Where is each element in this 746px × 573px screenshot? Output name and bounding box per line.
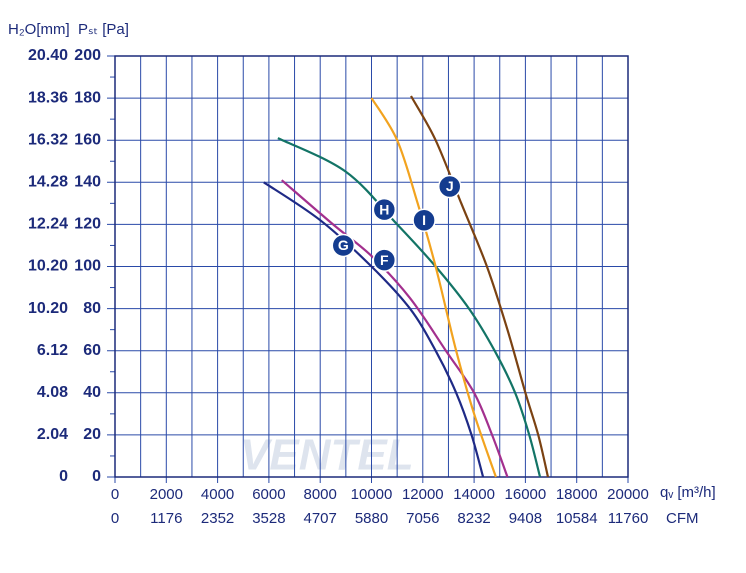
curve [370,97,497,478]
y2-tick-label: 4.08 [37,384,68,401]
y-tick-label: 0 [92,468,101,485]
y-tick-label: 200 [74,47,101,64]
y2-tick-label: 2.04 [37,426,68,443]
x2-tick-label: 0 [111,510,119,527]
y2-tick-label: 14.28 [28,174,68,191]
curve-label: G [338,237,349,253]
x-tick-label: 18000 [556,486,598,503]
y2-tick-label: 10.20 [28,258,68,275]
y2-tick-label: 6.12 [37,342,68,359]
x2-tick-label: 7056 [406,510,439,527]
y-tick-label: 40 [83,384,101,401]
y-tick-label: 60 [83,342,101,359]
curve-badge [372,197,397,222]
y2-axis-label: H₂O[mm] [8,21,70,38]
y-axis-label: Pₛₜ [Pa] [78,21,129,38]
x-tick-label: 14000 [453,486,495,503]
x-tick-label: 8000 [304,486,337,503]
x2-tick-label: 2352 [201,510,234,527]
y-tick-label: 160 [74,131,101,148]
y2-tick-label: 20.40 [28,47,68,64]
x-tick-label: 12000 [402,486,444,503]
curve-label: F [380,252,389,268]
curve-badge [412,208,436,232]
curve-badge [372,248,397,272]
x2-tick-label: 1176 [150,510,182,527]
x2-tick-label: 5880 [355,510,388,527]
curve [277,137,542,478]
y2-tick-label: 12.24 [28,216,68,233]
x-tick-label: 4000 [201,486,234,503]
curve [410,95,550,478]
x2-tick-label: 9408 [509,510,542,527]
y2-tick-label: 18.36 [28,89,68,106]
x-tick-label: 2000 [150,486,183,503]
x-tick-label: 6000 [252,486,285,503]
y2-tick-label: 0 [59,468,68,485]
y-tick-label: 100 [74,258,101,275]
x2-tick-label: 4707 [304,510,337,527]
x-tick-label: 0 [111,486,119,503]
y2-tick-label: 16.32 [28,131,68,148]
x-axis-label: qᵥ [m³/h] [660,484,716,501]
x2-tick-label: 10584 [556,510,598,527]
x2-axis-label: CFM [666,510,699,527]
curve-badge [437,174,462,199]
curve-badge [331,233,356,258]
y-tick-label: 180 [74,89,101,106]
curve [263,181,485,478]
curve-label: J [446,178,454,194]
plot-frame [114,55,629,478]
y-tick-label: 120 [74,216,101,233]
x-tick-label: 20000 [607,486,649,503]
curve-label: H [379,201,389,217]
x2-tick-label: 3528 [252,510,285,527]
x2-tick-label: 8232 [457,510,490,527]
y-tick-label: 80 [83,300,101,317]
x-tick-label: 10000 [351,486,393,503]
x2-tick-label: 11760 [608,510,649,527]
y-tick-label: 140 [74,174,101,191]
curve-label: I [422,212,426,228]
y-tick-label: 20 [83,426,101,443]
watermark: VENTEL [240,431,414,480]
x-tick-label: 16000 [505,486,547,503]
y2-tick-label: 10.20 [28,300,68,317]
curve [281,179,509,478]
